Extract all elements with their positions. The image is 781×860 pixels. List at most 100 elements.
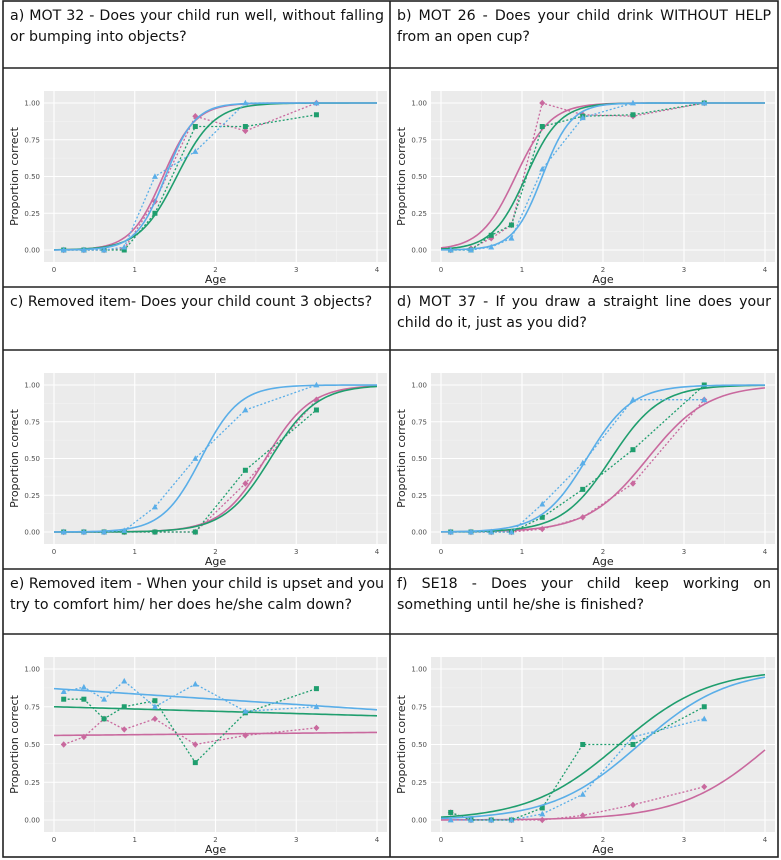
panel-b-title: b) MOT 26 - Does your child drink WITHOU… — [397, 8, 771, 45]
fitted-curve-blue — [53, 687, 378, 711]
y-axis-label: Proportion correct — [8, 408, 21, 507]
fitted-curve-blue — [53, 102, 377, 251]
data-point-green — [192, 760, 198, 766]
y-tick-label: 1.00 — [24, 666, 40, 674]
data-point-green — [539, 124, 545, 130]
observed-line-green — [63, 688, 317, 764]
data-point-pink — [192, 741, 199, 748]
y-tick-label: 0.25 — [24, 492, 40, 500]
data-point-blue — [101, 246, 108, 253]
observed-line-pink — [450, 399, 705, 533]
fitted-curve-blue — [53, 384, 377, 533]
data-point-blue — [701, 715, 708, 722]
y-tick-label: 1.00 — [411, 100, 427, 108]
observed-line-green — [450, 706, 705, 821]
data-point-blue — [579, 791, 586, 797]
x-tick-label: 1 — [133, 548, 137, 556]
chart-panel-b: 0.00 0.25 0.50 0.75 1.00 0 1 2 3 4 Age Proportion c… — [395, 91, 775, 286]
data-point-blue — [192, 148, 199, 154]
observed-line-blue — [63, 680, 317, 712]
y-tick-label: 1.00 — [411, 382, 427, 390]
x-tick-label: 1 — [133, 266, 137, 274]
y-axis-label: Proportion correct — [395, 408, 408, 507]
data-point-blue — [488, 816, 495, 823]
data-point-green — [61, 696, 67, 702]
x-tick-label: 4 — [375, 266, 380, 274]
fitted-curve-green — [440, 384, 766, 533]
data-point-green — [242, 124, 248, 130]
data-point-green — [508, 222, 514, 228]
data-point-blue — [508, 816, 515, 823]
x-axis-label: Age — [592, 843, 614, 856]
x-tick-label: 0 — [439, 836, 443, 844]
data-point-green — [539, 514, 545, 520]
x-axis-label: Age — [205, 555, 227, 568]
data-point-blue — [121, 677, 128, 684]
data-point-green — [192, 529, 198, 535]
data-point-blue — [242, 708, 249, 714]
panel-f-title: f) SE18 - Does your child keep working o… — [397, 576, 771, 613]
x-tick-label: 1 — [520, 836, 524, 844]
panel-d-title: d) MOT 37 - If you draw a straight line … — [397, 294, 771, 331]
x-tick-label: 3 — [294, 836, 298, 844]
data-point-green — [152, 529, 158, 535]
observed-line-blue — [450, 102, 705, 251]
x-tick-label: 2 — [213, 266, 217, 274]
y-tick-label: 0.00 — [24, 529, 40, 537]
x-tick-label: 4 — [763, 266, 768, 274]
x-tick-label: 0 — [439, 548, 443, 556]
y-tick-label: 1.00 — [24, 100, 40, 108]
fitted-curve-pink — [53, 731, 378, 737]
x-tick-label: 2 — [213, 548, 217, 556]
y-tick-label: 0.75 — [24, 703, 40, 711]
data-point-blue — [80, 528, 87, 535]
data-point-green — [448, 809, 454, 815]
y-tick-label: 0.75 — [24, 418, 40, 426]
chart-panel-f: 0.00 0.25 0.50 0.75 1.00 0 1 2 3 4 Age Proportion c… — [395, 657, 775, 856]
observed-line-pink — [63, 399, 317, 533]
x-tick-label: 4 — [763, 548, 768, 556]
data-point-blue — [508, 528, 515, 535]
data-point-blue — [60, 528, 67, 535]
data-point-green — [539, 805, 545, 811]
x-axis-label: Age — [592, 555, 614, 568]
y-tick-label: 0.00 — [411, 247, 427, 255]
y-tick-label: 0.00 — [411, 817, 427, 825]
data-point-pink — [539, 816, 546, 824]
data-point-pink — [192, 113, 199, 120]
data-point-green — [152, 698, 158, 704]
y-tick-label: 0.50 — [411, 455, 427, 463]
observed-line-blue — [63, 384, 317, 533]
x-tick-label: 1 — [520, 548, 524, 556]
data-point-blue — [447, 246, 454, 253]
data-point-blue — [579, 114, 586, 121]
data-point-blue — [60, 246, 67, 253]
data-point-blue — [121, 527, 128, 533]
data-point-green — [580, 742, 586, 747]
data-point-pink — [629, 801, 636, 809]
y-tick-label: 0.75 — [411, 136, 427, 144]
data-point-blue — [629, 396, 636, 403]
y-axis-label: Proportion correct — [395, 126, 408, 225]
y-tick-label: 1.00 — [411, 666, 427, 674]
x-axis-label: Age — [592, 273, 614, 286]
data-point-blue — [629, 733, 636, 740]
x-tick-label: 3 — [294, 266, 298, 274]
x-tick-label: 1 — [133, 836, 137, 844]
x-tick-label: 0 — [439, 266, 443, 274]
panel-e-title: e) Removed item - When your child is ups… — [10, 576, 384, 613]
y-tick-label: 0.25 — [411, 492, 427, 500]
data-point-blue — [629, 99, 636, 106]
data-point-pink — [242, 127, 249, 135]
fitted-curve-blue — [440, 384, 766, 533]
data-point-green — [313, 686, 319, 692]
y-tick-label: 1.00 — [24, 382, 40, 390]
data-point-green — [121, 247, 127, 253]
fitted-curve-blue — [440, 102, 765, 251]
x-axis-label: Age — [205, 843, 227, 856]
y-tick-label: 0.50 — [411, 173, 427, 181]
observed-line-green — [63, 409, 317, 533]
x-tick-label: 4 — [375, 548, 380, 556]
y-tick-label: 0.00 — [411, 529, 427, 537]
data-point-blue — [80, 246, 87, 253]
